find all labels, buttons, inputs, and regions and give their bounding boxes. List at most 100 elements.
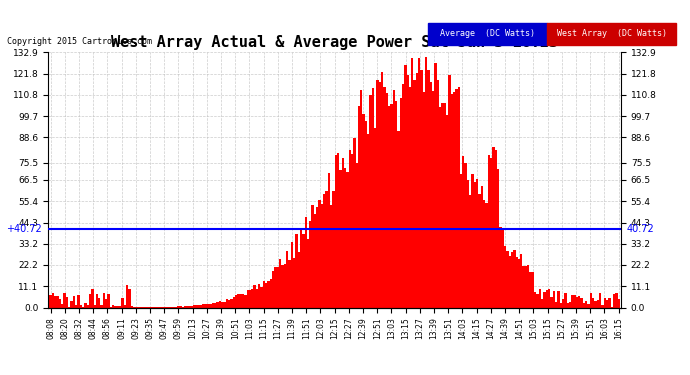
Bar [500, 227, 502, 308]
Bar [606, 300, 609, 307]
Bar [515, 257, 518, 307]
Bar [444, 103, 446, 308]
Bar [112, 305, 115, 308]
Bar [193, 305, 195, 308]
Bar [177, 306, 179, 308]
Bar [339, 170, 342, 308]
Bar [451, 94, 453, 308]
Bar [251, 290, 253, 308]
Bar [502, 228, 504, 308]
Bar [362, 114, 365, 308]
Bar [478, 194, 481, 308]
Bar [483, 200, 485, 308]
Bar [379, 82, 381, 308]
Bar [288, 260, 290, 308]
Bar [314, 214, 316, 308]
Bar [393, 90, 395, 308]
Bar [564, 293, 566, 308]
Bar [235, 295, 237, 307]
Bar [233, 297, 235, 307]
Bar [207, 304, 210, 307]
Bar [163, 307, 166, 308]
Bar [599, 293, 601, 308]
Bar [86, 305, 89, 308]
Bar [337, 153, 339, 308]
Bar [200, 305, 202, 308]
Bar [219, 301, 221, 307]
Bar [580, 298, 583, 307]
Bar [527, 265, 529, 308]
Bar [547, 22, 676, 45]
Bar [286, 251, 288, 308]
Bar [75, 305, 77, 308]
Bar [404, 65, 406, 308]
Bar [348, 150, 351, 308]
Bar [474, 182, 476, 308]
Bar [391, 104, 393, 308]
Bar [453, 92, 455, 308]
Bar [260, 287, 263, 308]
Bar [290, 242, 293, 308]
Bar [244, 295, 246, 307]
Bar [446, 115, 448, 308]
Bar [263, 281, 265, 308]
Bar [490, 158, 493, 308]
Bar [571, 295, 573, 307]
Bar [333, 191, 335, 308]
Bar [335, 156, 337, 308]
Bar [609, 298, 611, 307]
Bar [493, 147, 495, 308]
Bar [105, 299, 108, 307]
Bar [179, 306, 181, 308]
Bar [275, 267, 277, 308]
Bar [195, 305, 198, 308]
Bar [230, 299, 233, 307]
Bar [504, 246, 506, 308]
Bar [96, 294, 98, 307]
Bar [265, 284, 268, 308]
Bar [534, 292, 536, 308]
Bar [54, 296, 57, 307]
Bar [541, 298, 543, 307]
Bar [79, 305, 82, 308]
Bar [309, 222, 311, 308]
Bar [365, 121, 367, 308]
Bar [536, 294, 539, 308]
Bar [50, 296, 52, 307]
Bar [94, 306, 96, 308]
Bar [77, 295, 79, 307]
Bar [121, 298, 124, 307]
Bar [448, 75, 451, 308]
Bar [583, 303, 585, 307]
Bar [543, 292, 546, 308]
Bar [413, 80, 416, 308]
Bar [316, 207, 318, 308]
Bar [460, 174, 462, 308]
Bar [485, 204, 488, 308]
Bar [358, 106, 360, 307]
Bar [437, 80, 439, 308]
Bar [282, 265, 284, 308]
Bar [418, 58, 420, 308]
Text: 40.72: 40.72 [627, 224, 655, 234]
Bar [369, 95, 372, 308]
Bar [191, 306, 193, 308]
Bar [61, 304, 63, 307]
Bar [604, 298, 606, 307]
Bar [353, 138, 355, 308]
Bar [168, 307, 170, 308]
Bar [432, 90, 434, 308]
Bar [311, 204, 314, 308]
Bar [601, 305, 604, 308]
Bar [506, 251, 509, 308]
Bar [497, 169, 500, 308]
Bar [89, 294, 91, 307]
Bar [205, 304, 207, 307]
Bar [409, 87, 411, 308]
Bar [618, 299, 620, 307]
Bar [130, 306, 133, 308]
Bar [355, 164, 358, 308]
Bar [386, 93, 388, 308]
Bar [400, 98, 402, 308]
Bar [548, 289, 551, 308]
